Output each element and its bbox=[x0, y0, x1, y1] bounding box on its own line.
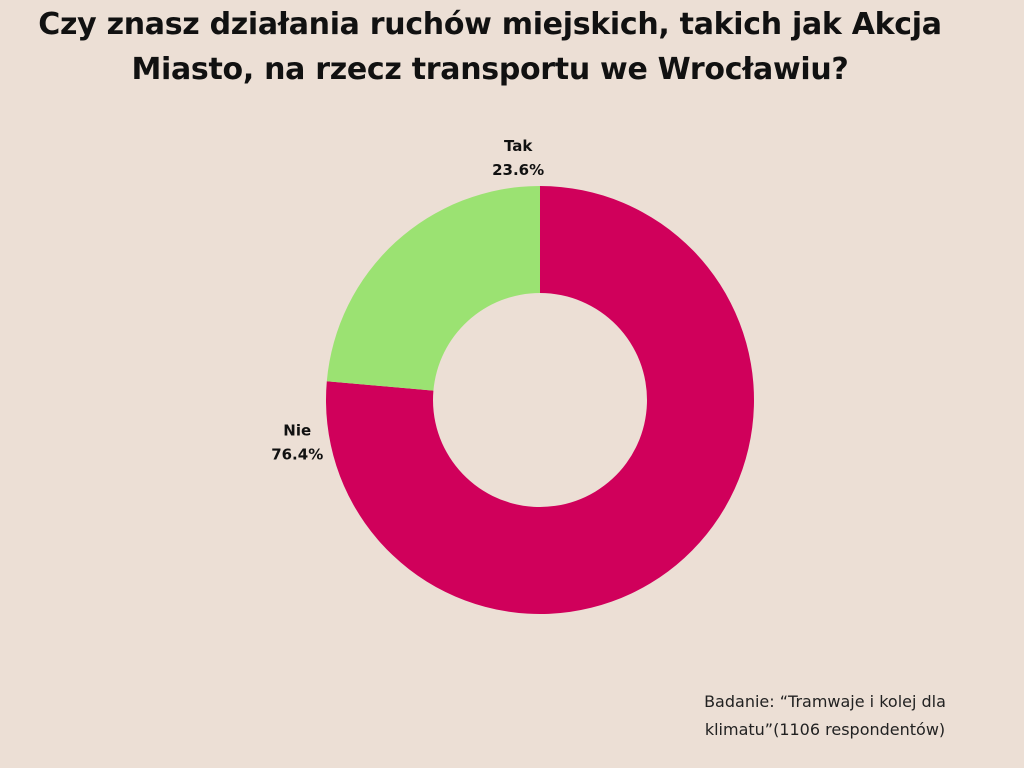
slice-value-label: 23.6% bbox=[492, 161, 544, 179]
slice-tak bbox=[326, 186, 540, 391]
slice-category-label: Tak bbox=[504, 137, 533, 155]
source-note: Badanie: “Tramwaje i kolej dla klimatu”(… bbox=[704, 692, 946, 739]
slice-category-label: Nie bbox=[283, 422, 311, 440]
slice-nie bbox=[325, 186, 754, 614]
slice-label-nie: Nie 76.4% bbox=[271, 422, 323, 464]
slice-label-tak: Tak 23.6% bbox=[492, 137, 544, 179]
slice-value-label: 76.4% bbox=[271, 446, 323, 464]
chart-title: Czy znasz działania ruchów miejskich, ta… bbox=[38, 7, 942, 87]
